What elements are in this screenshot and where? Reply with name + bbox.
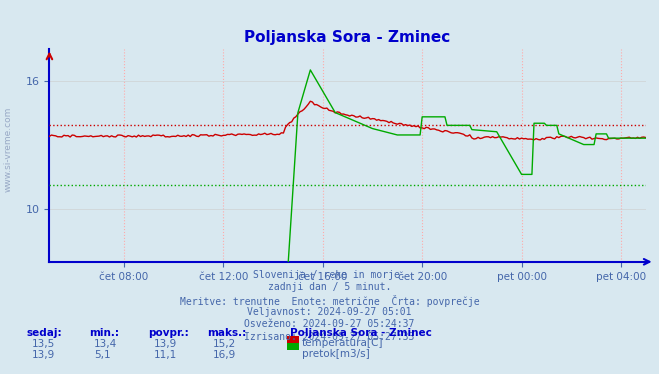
Text: Izrisano: 2024-09-27 05:27:33: Izrisano: 2024-09-27 05:27:33	[244, 332, 415, 342]
Text: 13,9: 13,9	[154, 339, 177, 349]
Text: Veljavnost: 2024-09-27 05:01: Veljavnost: 2024-09-27 05:01	[247, 307, 412, 317]
Text: Slovenija / reke in morje.: Slovenija / reke in morje.	[253, 270, 406, 280]
Bar	[287, 343, 299, 350]
Text: maks.:: maks.:	[208, 328, 247, 338]
Text: 13,5: 13,5	[32, 339, 55, 349]
Text: zadnji dan / 5 minut.: zadnji dan / 5 minut.	[268, 282, 391, 292]
Text: pretok[m3/s]: pretok[m3/s]	[302, 349, 370, 359]
Text: 16,9: 16,9	[213, 350, 236, 360]
Text: sedaj:: sedaj:	[26, 328, 62, 338]
Text: 13,4: 13,4	[94, 339, 117, 349]
Text: 13,9: 13,9	[32, 350, 55, 360]
Text: 11,1: 11,1	[154, 350, 177, 360]
Text: Osveženo: 2024-09-27 05:24:37: Osveženo: 2024-09-27 05:24:37	[244, 319, 415, 329]
Text: www.si-vreme.com: www.si-vreme.com	[4, 107, 13, 192]
Text: temperatura[C]: temperatura[C]	[302, 338, 384, 348]
Text: povpr.:: povpr.:	[148, 328, 189, 338]
Text: Poljanska Sora - Zminec: Poljanska Sora - Zminec	[290, 328, 432, 338]
Text: Meritve: trenutne  Enote: metrične  Črta: povprečje: Meritve: trenutne Enote: metrične Črta: …	[180, 295, 479, 307]
Text: 5,1: 5,1	[94, 350, 111, 360]
Title: Poljanska Sora - Zminec: Poljanska Sora - Zminec	[244, 30, 451, 45]
Bar	[287, 336, 299, 343]
Text: 15,2: 15,2	[213, 339, 236, 349]
Text: min.:: min.:	[89, 328, 119, 338]
